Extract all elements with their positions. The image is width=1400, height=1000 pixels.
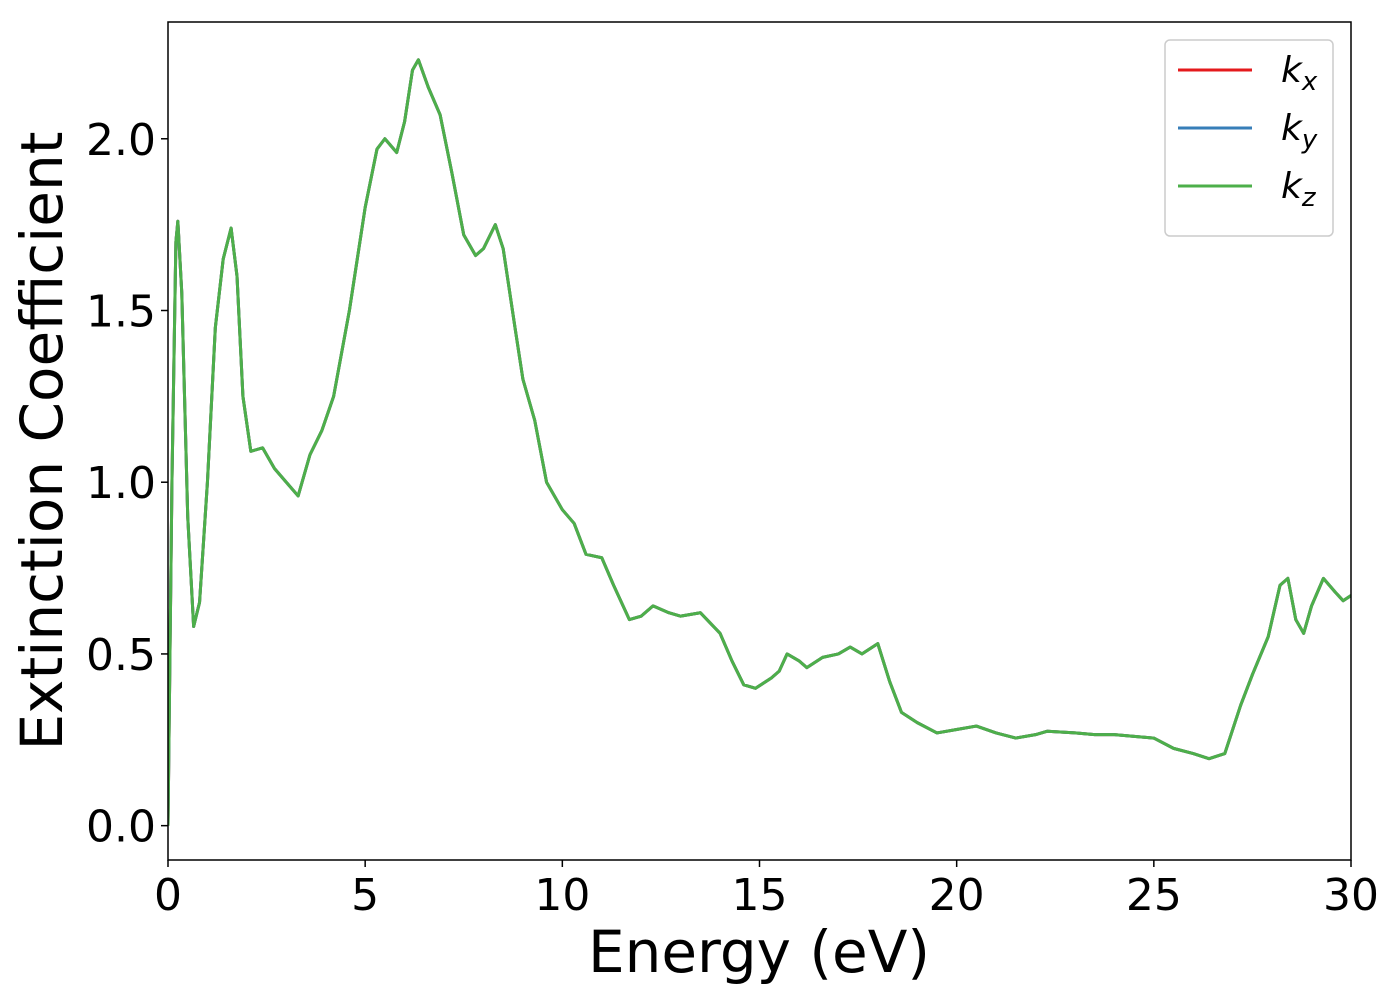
x-tick-label: 15	[732, 870, 788, 921]
plot-frame	[167, 21, 1352, 861]
legend-label: ky	[1281, 108, 1318, 155]
y-axis-label: Extinction Coefficient	[8, 132, 76, 751]
x-tick-label: 20	[929, 870, 985, 921]
x-axis-label: Energy (eV)	[588, 918, 930, 986]
y-tick-label: 0.0	[86, 802, 156, 853]
y-tick-label: 1.0	[86, 458, 156, 509]
x-tick-label: 10	[534, 870, 590, 921]
data-line	[168, 58, 1351, 826]
y-tick-label: 2.0	[86, 115, 156, 166]
x-tick-label: 30	[1323, 870, 1379, 921]
x-tick-label: 0	[154, 870, 182, 921]
x-tick-label: 5	[351, 870, 379, 921]
x-tick-label: 25	[1126, 870, 1182, 921]
legend-label: kz	[1281, 166, 1317, 213]
y-tick-label: 0.5	[86, 630, 156, 681]
legend-label: kx	[1281, 50, 1318, 97]
y-tick-label: 1.5	[86, 286, 156, 337]
